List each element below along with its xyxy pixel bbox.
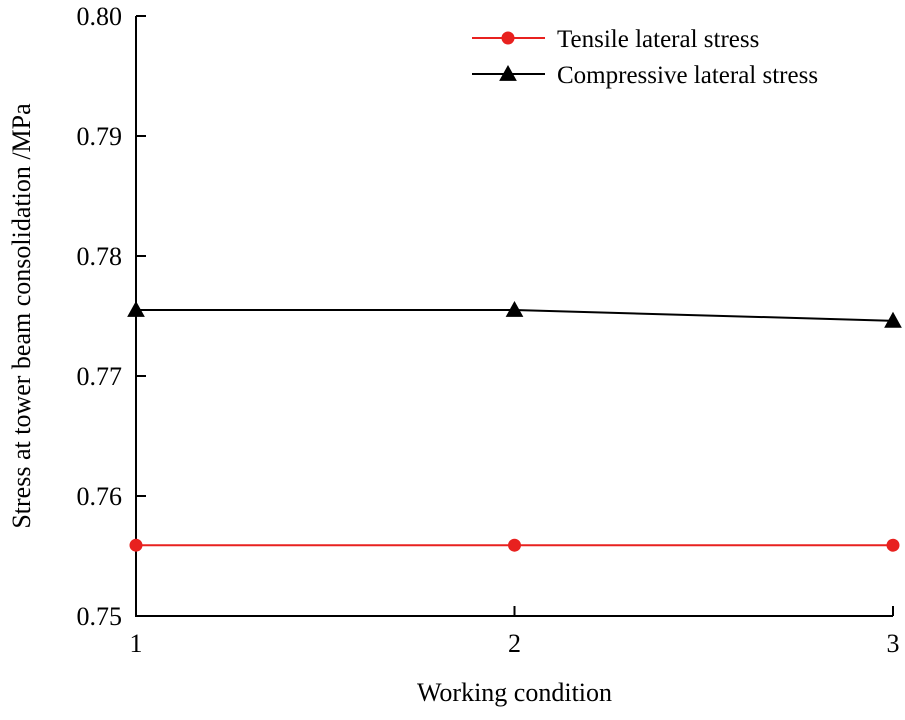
y-tick-label: 0.80 bbox=[77, 2, 123, 31]
data-point bbox=[508, 538, 521, 552]
x-tick-label: 2 bbox=[508, 629, 521, 658]
y-tick-label: 0.77 bbox=[77, 362, 123, 391]
data-point bbox=[129, 538, 143, 552]
legend: Tensile lateral stress Compressive latera… bbox=[472, 26, 818, 89]
data-point bbox=[505, 300, 524, 317]
legend-item: Tensile lateral stress bbox=[472, 26, 759, 53]
x-tick-label: 3 bbox=[887, 629, 900, 658]
y-tick-label: 0.76 bbox=[77, 482, 123, 511]
y-tick-label: 0.79 bbox=[77, 122, 123, 151]
legend-label: Compressive lateral stress bbox=[557, 62, 818, 89]
series-compressive-lateral-stress bbox=[127, 300, 902, 328]
series-layer bbox=[127, 300, 902, 552]
data-point bbox=[127, 300, 145, 317]
y-axis-title: Stress at tower beam consolidation /MPa bbox=[7, 103, 36, 529]
data-point bbox=[886, 538, 900, 552]
y-tick-label: 0.78 bbox=[77, 242, 123, 271]
legend-label: Tensile lateral stress bbox=[557, 26, 759, 53]
series-tensile-lateral-stress bbox=[129, 538, 900, 552]
data-point bbox=[884, 311, 902, 328]
legend-item: Compressive lateral stress bbox=[472, 62, 818, 89]
axes: 0.75 0.76 0.77 0.78 0.79 0.80 1 2 3 bbox=[77, 2, 900, 658]
legend-marker bbox=[501, 31, 515, 45]
x-tick-label: 1 bbox=[130, 629, 143, 658]
x-axis-title: Working condition bbox=[417, 678, 612, 707]
y-tick-label: 0.75 bbox=[77, 602, 123, 631]
legend-marker bbox=[499, 64, 517, 81]
